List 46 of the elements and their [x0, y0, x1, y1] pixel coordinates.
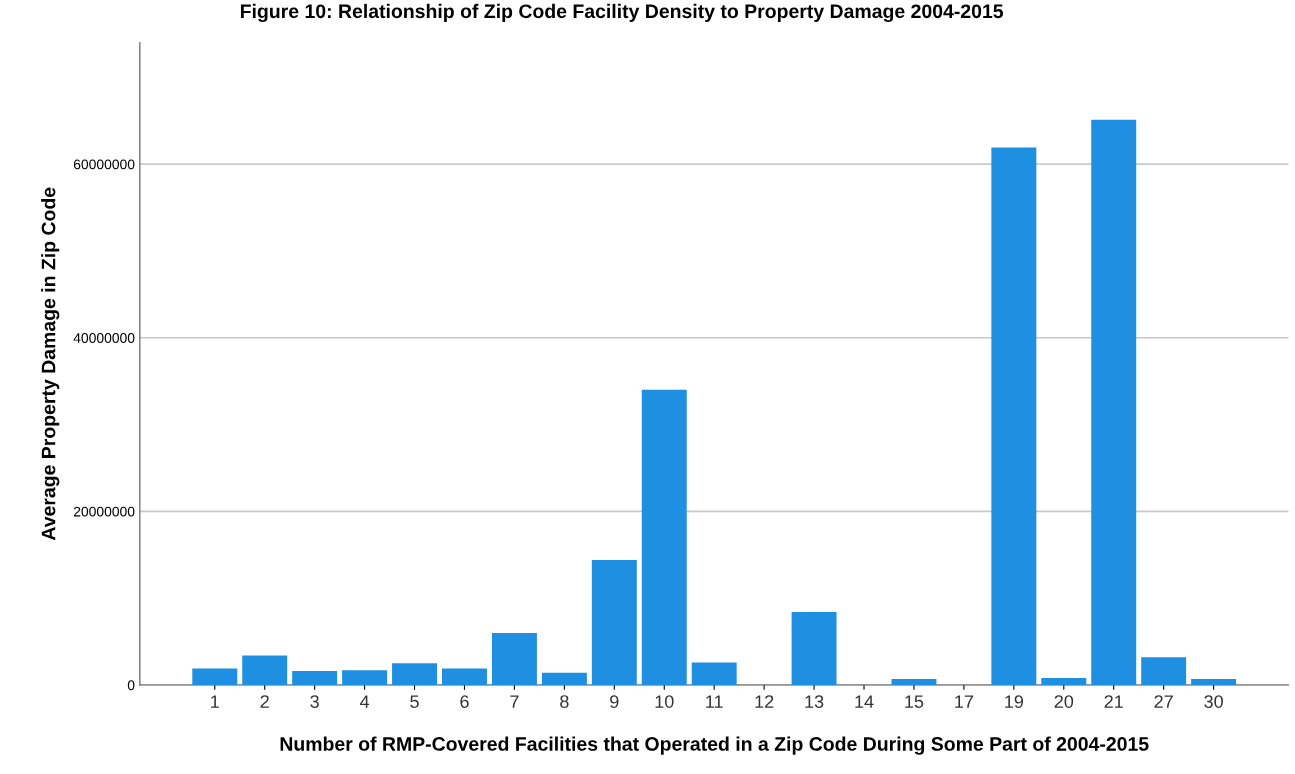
bar [192, 668, 238, 685]
y-tick-label: 60000000 [73, 159, 135, 170]
bar [541, 672, 587, 685]
x-tick-label: 13 [805, 695, 824, 708]
x-tick-label: 19 [1005, 695, 1024, 708]
x-tick-label: 6 [460, 695, 469, 708]
x-tick-label: 10 [655, 695, 674, 708]
x-tick-label: 2 [260, 695, 269, 708]
bar [342, 670, 388, 685]
x-tick-label: 12 [755, 695, 774, 708]
bar [991, 147, 1037, 685]
y-tick-label: 0 [127, 680, 135, 691]
bar [292, 671, 338, 685]
x-tick-label: 30 [1204, 695, 1223, 708]
x-tick-label: 7 [510, 695, 519, 708]
bar [242, 655, 288, 685]
bar [1191, 678, 1237, 685]
x-tick-label: 11 [706, 695, 723, 708]
bar [641, 389, 687, 685]
x-tick-label: 17 [955, 695, 974, 708]
bar [1091, 119, 1137, 685]
x-tick-label: 9 [610, 695, 619, 708]
x-tick-label: 5 [410, 695, 419, 708]
x-axis-title: Number of RMP-Covered Facilities that Operated in a Zip Code During Some Part of 2004-2015 [280, 736, 1149, 755]
x-tick-label: 3 [310, 695, 319, 708]
y-axis-title: Average Property Damage in Zip Code [41, 187, 60, 541]
bar [791, 612, 837, 685]
bar [1041, 678, 1087, 685]
y-tick-label: 40000000 [73, 333, 135, 343]
y-tick-label: 20000000 [73, 506, 135, 517]
x-tick-label: 4 [359, 695, 370, 708]
x-tick-label: 1 [211, 695, 219, 708]
bar [1141, 657, 1187, 685]
x-tick-label: 8 [560, 695, 569, 708]
bar [891, 678, 937, 685]
x-tick-label: 14 [855, 695, 874, 708]
bar [392, 663, 438, 685]
bar [591, 559, 637, 685]
bar [442, 668, 487, 685]
bar [491, 632, 537, 685]
x-tick-label: 20 [1054, 695, 1074, 708]
x-tick-label: 27 [1154, 695, 1173, 708]
chart-title: Figure 10: Relationship of Zip Code Facility Density to Property Damage 2004-2015 [240, 3, 1004, 23]
x-tick-label: 15 [905, 695, 924, 708]
x-tick-label: 21 [1104, 695, 1123, 708]
bar [691, 662, 737, 685]
